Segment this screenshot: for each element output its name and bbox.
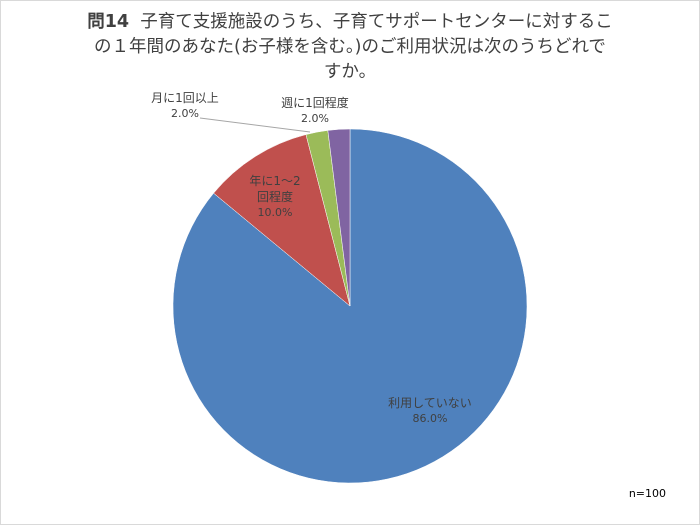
question-number: 問14 (87, 12, 130, 32)
label-yearly: 年に1～2 回程度 10.0% (249, 174, 301, 219)
chart-title: 問14 子育て支援施設のうち、子育てサポートセンターに対するこ の１年間のあなた… (40, 10, 660, 85)
sample-size: n=100 (628, 487, 666, 500)
title-line-1: 子育て支援施設のうち、子育てサポートセンターに対するこ (140, 12, 613, 32)
label-weekly: 週に1回程度 2.0% (281, 96, 349, 125)
pie-slice (213, 134, 351, 307)
title-line-2: の１年間のあなた(お子様を含む。)のご利用状況は次のうちどれで (94, 37, 606, 57)
pie-slice (327, 128, 351, 307)
label-not-used: 利用していない 86.0% (388, 396, 472, 425)
leader-line (199, 117, 311, 133)
title-line-3: すか。 (323, 62, 377, 82)
pie-slice (172, 128, 528, 484)
label-monthly: 月に1回以上 2.0% (151, 91, 219, 120)
pie-slices (172, 128, 528, 484)
